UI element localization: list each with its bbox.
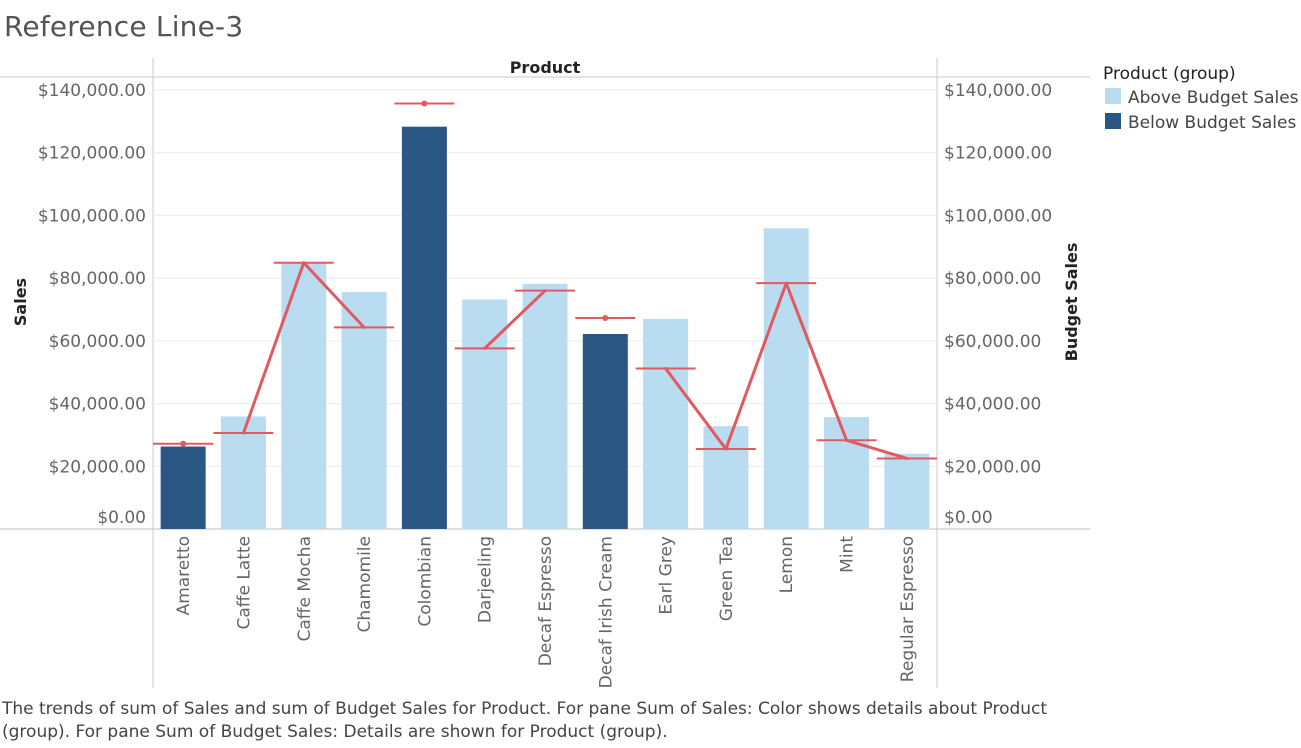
x-category-label: Decaf Irish Cream	[596, 536, 616, 688]
sales-bar	[884, 453, 930, 529]
chart-caption: The trends of sum of Sales and sum of Bu…	[2, 699, 1048, 742]
x-category-label: Regular Espresso	[898, 536, 918, 682]
legend-label: Above Budget Sales	[1128, 88, 1299, 108]
budget-line-segment	[784, 281, 849, 442]
y-tick-label-left: $0.00	[97, 508, 146, 528]
x-category-label: Colombian	[415, 536, 435, 627]
legend[interactable]: Product (group) Above Budget Sales Below …	[1103, 64, 1299, 133]
x-category-label: Darjeeling	[476, 536, 496, 623]
sales-bar	[824, 417, 870, 529]
sales-bar	[522, 283, 568, 529]
budget-line-segment	[845, 438, 909, 460]
x-axis-categories: Amaretto Caffe Latte Caffe Mocha Chamomile C…	[174, 536, 918, 689]
y-tick-label-left: $40,000.00	[49, 395, 146, 415]
legend-label: Below Budget Sales	[1128, 113, 1296, 133]
column-header: Product	[510, 58, 581, 77]
x-category-label: Chamomile	[355, 536, 375, 633]
budget-point	[180, 440, 187, 447]
y-tick-label-right: $140,000.00	[944, 81, 1052, 101]
legend-swatch	[1105, 88, 1121, 104]
sales-bar	[220, 416, 266, 529]
y-tick-label-right: $60,000.00	[944, 332, 1041, 352]
y-tick-label-left: $60,000.00	[49, 332, 146, 352]
sales-bar	[281, 262, 327, 529]
y-tick-label-right: $80,000.00	[944, 269, 1041, 289]
x-category-label: Decaf Espresso	[536, 536, 556, 666]
y-tick-label-right: $40,000.00	[944, 395, 1041, 415]
x-category-label: Green Tea	[717, 536, 737, 621]
budget-line-segment	[302, 261, 366, 329]
budget-line-segment	[483, 289, 547, 350]
chart-title: Reference Line-3	[4, 10, 244, 43]
x-category-label: Amaretto	[174, 536, 194, 615]
y-tick-label-right: $100,000.00	[944, 206, 1052, 226]
y-tick-label-left: $20,000.00	[49, 457, 146, 477]
x-category-label: Lemon	[777, 536, 797, 593]
budget-line-segment	[664, 366, 728, 451]
budget-line-segment	[241, 261, 306, 435]
sales-bar	[582, 333, 628, 529]
y-tick-label-right: $120,000.00	[944, 144, 1052, 164]
sales-bars	[160, 126, 930, 529]
budget-line-segment	[724, 281, 788, 451]
sales-bar	[160, 446, 206, 529]
sales-bar	[763, 228, 809, 529]
y-tick-label-left: $140,000.00	[38, 81, 146, 101]
y-axis-left: $0.00 $20,000.00 $40,000.00 $60,000.00 $80,0…	[38, 81, 146, 528]
x-category-label: Earl Grey	[657, 536, 677, 615]
budget-point	[602, 314, 609, 321]
x-category-label: Caffe Mocha	[295, 536, 315, 641]
y-tick-label-right: $20,000.00	[944, 457, 1041, 477]
y-axis-left-title: Sales	[11, 278, 30, 326]
y-axis-right: $0.00 $20,000.00 $40,000.00 $60,000.00 $80,0…	[944, 81, 1052, 528]
sales-bar	[401, 126, 447, 529]
budget-sales-line	[153, 100, 937, 460]
sales-bar	[643, 318, 689, 529]
legend-title: Product (group)	[1103, 64, 1236, 84]
y-axis-right-title: Budget Sales	[1062, 243, 1081, 362]
x-category-label: Mint	[838, 536, 858, 573]
y-tick-label-right: $0.00	[944, 508, 993, 528]
budget-point	[421, 100, 428, 107]
y-tick-label-left: $100,000.00	[38, 206, 146, 226]
y-tick-label-left: $80,000.00	[49, 269, 146, 289]
sales-bar	[341, 291, 387, 529]
sales-bar	[703, 426, 749, 529]
y-tick-label-left: $120,000.00	[38, 144, 146, 164]
x-category-label: Caffe Latte	[234, 536, 254, 630]
legend-swatch	[1105, 113, 1121, 129]
sales-bar	[462, 299, 508, 529]
